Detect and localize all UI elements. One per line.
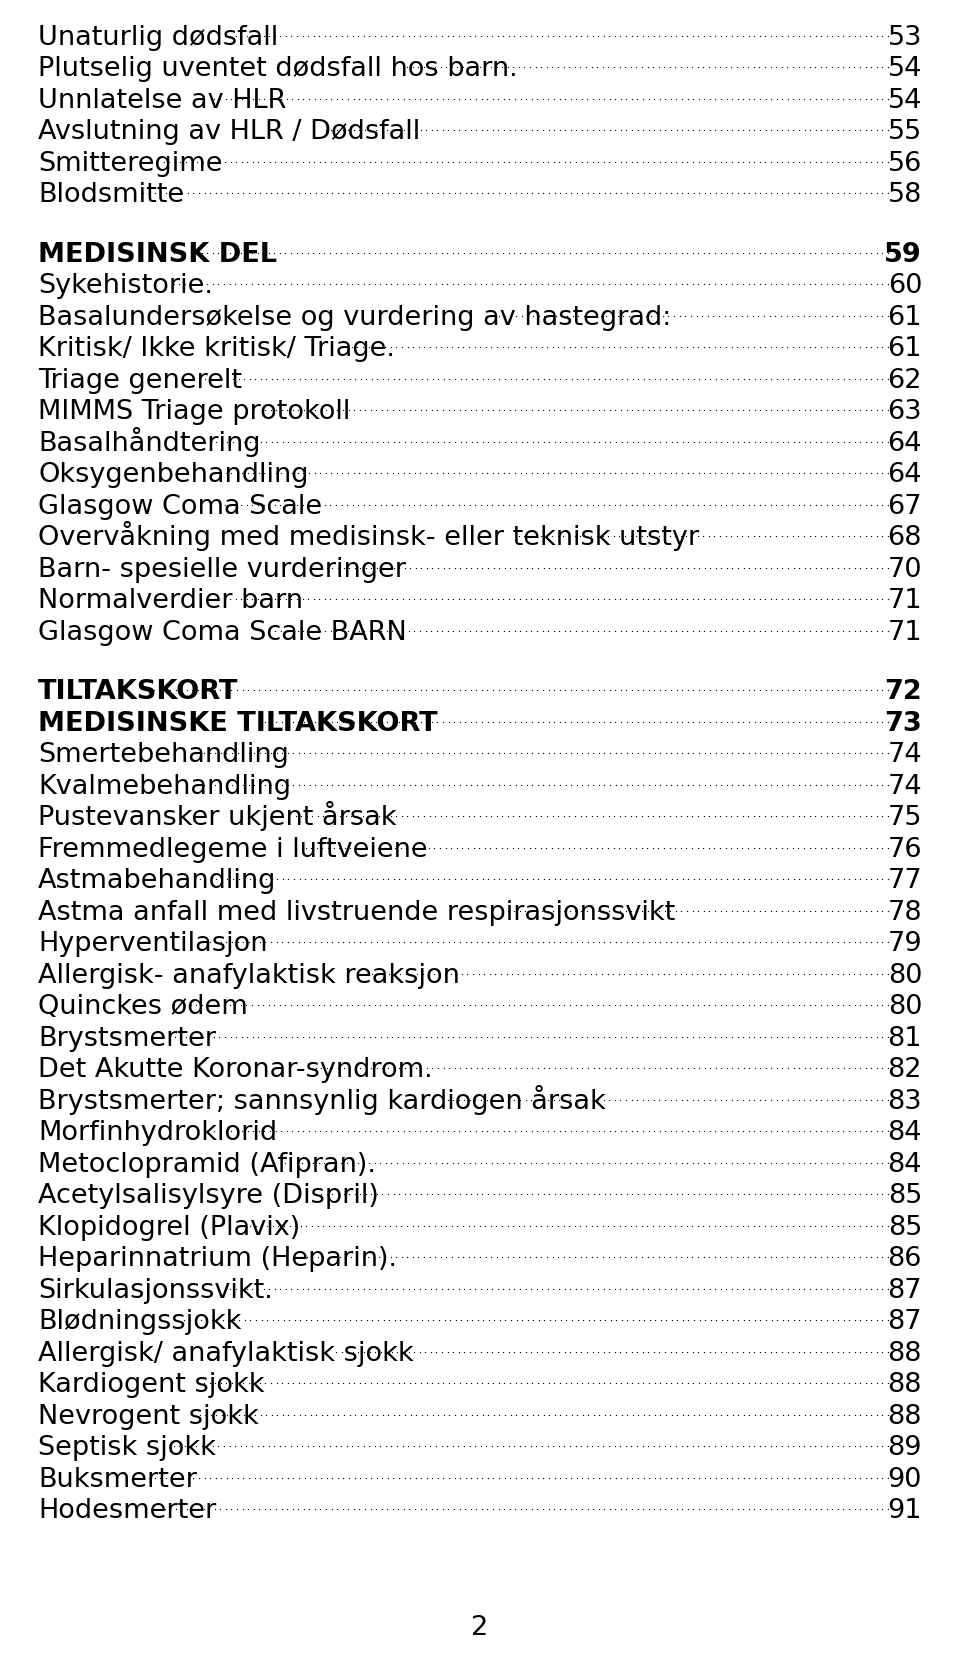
Text: MIMMS Triage protokoll: MIMMS Triage protokoll: [38, 399, 350, 426]
Text: Pustevansker ukjent årsak: Pustevansker ukjent årsak: [38, 802, 396, 832]
Text: 84: 84: [887, 1152, 922, 1177]
Text: 55: 55: [888, 120, 922, 145]
Text: Astma anfall med livstruende respirasjonssvikt: Astma anfall med livstruende respirasjon…: [38, 900, 675, 926]
Text: Morfinhydroklorid: Morfinhydroklorid: [38, 1121, 277, 1146]
Text: TILTAKSKORT: TILTAKSKORT: [38, 679, 238, 705]
Text: 2: 2: [471, 1615, 489, 1641]
Text: Det Akutte Koronar-syndrom.: Det Akutte Koronar-syndrom.: [38, 1058, 433, 1083]
Text: 86: 86: [887, 1246, 922, 1272]
Text: Fremmedlegeme i luftveiene: Fremmedlegeme i luftveiene: [38, 836, 427, 863]
Text: Blødningssjokk: Blødningssjokk: [38, 1309, 241, 1335]
Text: 64: 64: [887, 462, 922, 489]
Text: 90: 90: [888, 1467, 922, 1493]
Text: 87: 87: [887, 1309, 922, 1335]
Text: 85: 85: [888, 1184, 922, 1209]
Text: Metoclopramid (Afipran).: Metoclopramid (Afipran).: [38, 1152, 376, 1177]
Text: 73: 73: [884, 710, 922, 737]
Text: 54: 54: [888, 88, 922, 113]
Text: 88: 88: [887, 1340, 922, 1367]
Text: 68: 68: [887, 526, 922, 550]
Text: 75: 75: [887, 805, 922, 832]
Text: Nevrogent sjokk: Nevrogent sjokk: [38, 1404, 259, 1430]
Text: Sykehistorie.: Sykehistorie.: [38, 273, 213, 299]
Text: Brystsmerter; sannsynlig kardiogen årsak: Brystsmerter; sannsynlig kardiogen årsak: [38, 1084, 606, 1114]
Text: 77: 77: [887, 868, 922, 895]
Text: 78: 78: [887, 900, 922, 926]
Text: Plutselig uventet dødsfall hos barn.: Plutselig uventet dødsfall hos barn.: [38, 57, 517, 81]
Text: 74: 74: [887, 742, 922, 768]
Text: 74: 74: [887, 773, 922, 800]
Text: 81: 81: [887, 1026, 922, 1051]
Text: Blodsmitte: Blodsmitte: [38, 183, 184, 208]
Text: 60: 60: [888, 273, 922, 299]
Text: 61: 61: [887, 336, 922, 363]
Text: 89: 89: [887, 1435, 922, 1462]
Text: 53: 53: [888, 25, 922, 52]
Text: Brystsmerter: Brystsmerter: [38, 1026, 216, 1051]
Text: Buksmerter: Buksmerter: [38, 1467, 197, 1493]
Text: Quinckes ødem: Quinckes ødem: [38, 994, 248, 1021]
Text: 82: 82: [887, 1058, 922, 1083]
Text: 70: 70: [887, 557, 922, 582]
Text: 80: 80: [888, 963, 922, 989]
Text: Overvåkning med medisinsk- eller teknisk utstyr: Overvåkning med medisinsk- eller teknisk…: [38, 521, 699, 550]
Text: 71: 71: [887, 589, 922, 614]
Text: Klopidogrel (Plavix): Klopidogrel (Plavix): [38, 1214, 300, 1241]
Text: 88: 88: [887, 1372, 922, 1399]
Text: Hyperventilasjon: Hyperventilasjon: [38, 931, 268, 958]
Text: 62: 62: [887, 368, 922, 394]
Text: Allergisk/ anafylaktisk sjokk: Allergisk/ anafylaktisk sjokk: [38, 1340, 414, 1367]
Text: Basalhåndtering: Basalhåndtering: [38, 427, 260, 457]
Text: Acetylsalisylsyre (Dispril): Acetylsalisylsyre (Dispril): [38, 1184, 379, 1209]
Text: Smertebehandling: Smertebehandling: [38, 742, 289, 768]
Text: 91: 91: [887, 1498, 922, 1525]
Text: MEDISINSKE TILTAKSKORT: MEDISINSKE TILTAKSKORT: [38, 710, 438, 737]
Text: Triage generelt: Triage generelt: [38, 368, 242, 394]
Text: MEDISINSK DEL: MEDISINSK DEL: [38, 241, 277, 268]
Text: Normalverdier barn: Normalverdier barn: [38, 589, 303, 614]
Text: Unnlatelse av HLR: Unnlatelse av HLR: [38, 88, 286, 113]
Text: Basalundersøkelse og vurdering av hastegrad:: Basalundersøkelse og vurdering av hasteg…: [38, 304, 671, 331]
Text: 54: 54: [888, 57, 922, 81]
Text: Kritisk/ Ikke kritisk/ Triage.: Kritisk/ Ikke kritisk/ Triage.: [38, 336, 395, 363]
Text: Smitteregime: Smitteregime: [38, 151, 223, 176]
Text: Kardiogent sjokk: Kardiogent sjokk: [38, 1372, 265, 1399]
Text: 79: 79: [887, 931, 922, 958]
Text: Avslutning av HLR / Dødsfall: Avslutning av HLR / Dødsfall: [38, 120, 420, 145]
Text: Astmabehandling: Astmabehandling: [38, 868, 276, 895]
Text: 80: 80: [888, 994, 922, 1021]
Text: Glasgow Coma Scale: Glasgow Coma Scale: [38, 494, 323, 521]
Text: Allergisk- anafylaktisk reaksjon: Allergisk- anafylaktisk reaksjon: [38, 963, 460, 989]
Text: 88: 88: [887, 1404, 922, 1430]
Text: Glasgow Coma Scale BARN: Glasgow Coma Scale BARN: [38, 620, 407, 645]
Text: Septisk sjokk: Septisk sjokk: [38, 1435, 216, 1462]
Text: Oksygenbehandling: Oksygenbehandling: [38, 462, 308, 489]
Text: Unaturlig dødsfall: Unaturlig dødsfall: [38, 25, 278, 52]
Text: 67: 67: [887, 494, 922, 521]
Text: 58: 58: [888, 183, 922, 208]
Text: 56: 56: [888, 151, 922, 176]
Text: 63: 63: [887, 399, 922, 426]
Text: 59: 59: [884, 241, 922, 268]
Text: 76: 76: [887, 836, 922, 863]
Text: 87: 87: [887, 1277, 922, 1304]
Text: 64: 64: [887, 431, 922, 457]
Text: Kvalmebehandling: Kvalmebehandling: [38, 773, 291, 800]
Text: 83: 83: [887, 1089, 922, 1114]
Text: 61: 61: [887, 304, 922, 331]
Text: 84: 84: [887, 1121, 922, 1146]
Text: 72: 72: [884, 679, 922, 705]
Text: Heparinnatrium (Heparin).: Heparinnatrium (Heparin).: [38, 1246, 397, 1272]
Text: Barn- spesielle vurderinger: Barn- spesielle vurderinger: [38, 557, 406, 582]
Text: Hodesmerter: Hodesmerter: [38, 1498, 216, 1525]
Text: Sirkulasjonssvikt.: Sirkulasjonssvikt.: [38, 1277, 273, 1304]
Text: 71: 71: [887, 620, 922, 645]
Text: 85: 85: [888, 1214, 922, 1241]
